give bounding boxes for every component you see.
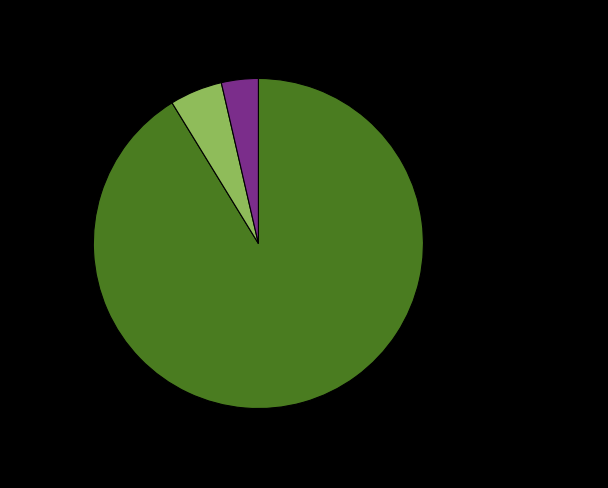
Wedge shape xyxy=(94,79,423,408)
Wedge shape xyxy=(172,83,258,244)
Wedge shape xyxy=(221,79,258,244)
